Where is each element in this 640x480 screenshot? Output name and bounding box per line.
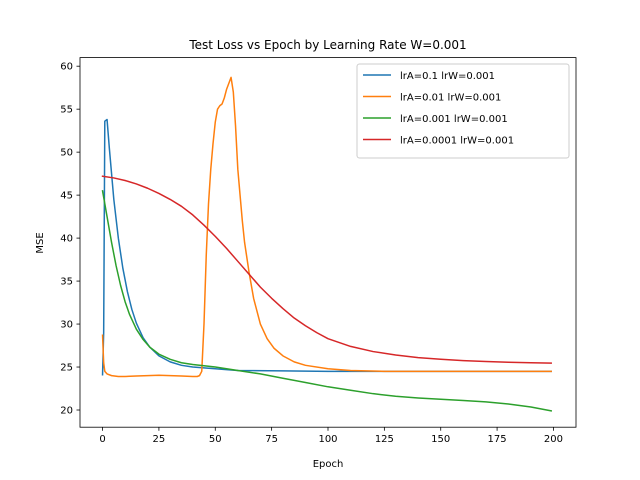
legend-entry: lrA=0.1 lrW=0.001 [400, 71, 495, 82]
series-layer [101, 76, 553, 412]
y-tick-label: 50 [60, 148, 73, 159]
legend: lrA=0.1 lrW=0.001 lrA=0.01 lrW=0.001 lrA=0… [356, 63, 570, 159]
legend-entry: lrA=0.0001 lrW=0.001 [400, 136, 514, 147]
x-tick-label: 125 [375, 434, 394, 445]
x-tick-label: 50 [209, 434, 222, 445]
x-tick-label: 100 [318, 434, 337, 445]
x-tick-label: 175 [488, 434, 507, 445]
legend-box [356, 63, 570, 159]
axes-layer: 0 25 50 75 100 125 150 175 200 20 25 30 35 40 45 50 55 60 [60, 57, 577, 445]
x-tick-label: 0 [99, 434, 105, 445]
x-tick-label: 150 [431, 434, 450, 445]
series-line-3 [101, 189, 553, 412]
y-tick-label: 20 [60, 406, 73, 417]
legend-entry: lrA=0.001 lrW=0.001 [400, 114, 508, 125]
x-tick-label: 25 [153, 434, 166, 445]
series-line-1 [101, 118, 552, 376]
y-tick-label: 60 [60, 62, 73, 73]
series-line-4 [101, 175, 552, 364]
y-tick-label: 40 [60, 234, 73, 245]
x-tick-label: 75 [265, 434, 278, 445]
y-tick-label: 55 [60, 105, 73, 116]
x-axis-label: Epoch [313, 459, 344, 470]
y-tick-label: 35 [60, 277, 73, 288]
y-tick-label: 45 [60, 191, 73, 202]
chart-title: Test Loss vs Epoch by Learning Rate W=0.… [188, 38, 466, 52]
y-tick-label: 25 [60, 363, 73, 374]
y-tick-label: 30 [60, 320, 73, 331]
series-line-2 [101, 76, 552, 378]
y-axis-label: MSE [35, 232, 46, 253]
legend-entry: lrA=0.01 lrW=0.001 [400, 93, 501, 104]
x-tick-label: 200 [544, 434, 563, 445]
